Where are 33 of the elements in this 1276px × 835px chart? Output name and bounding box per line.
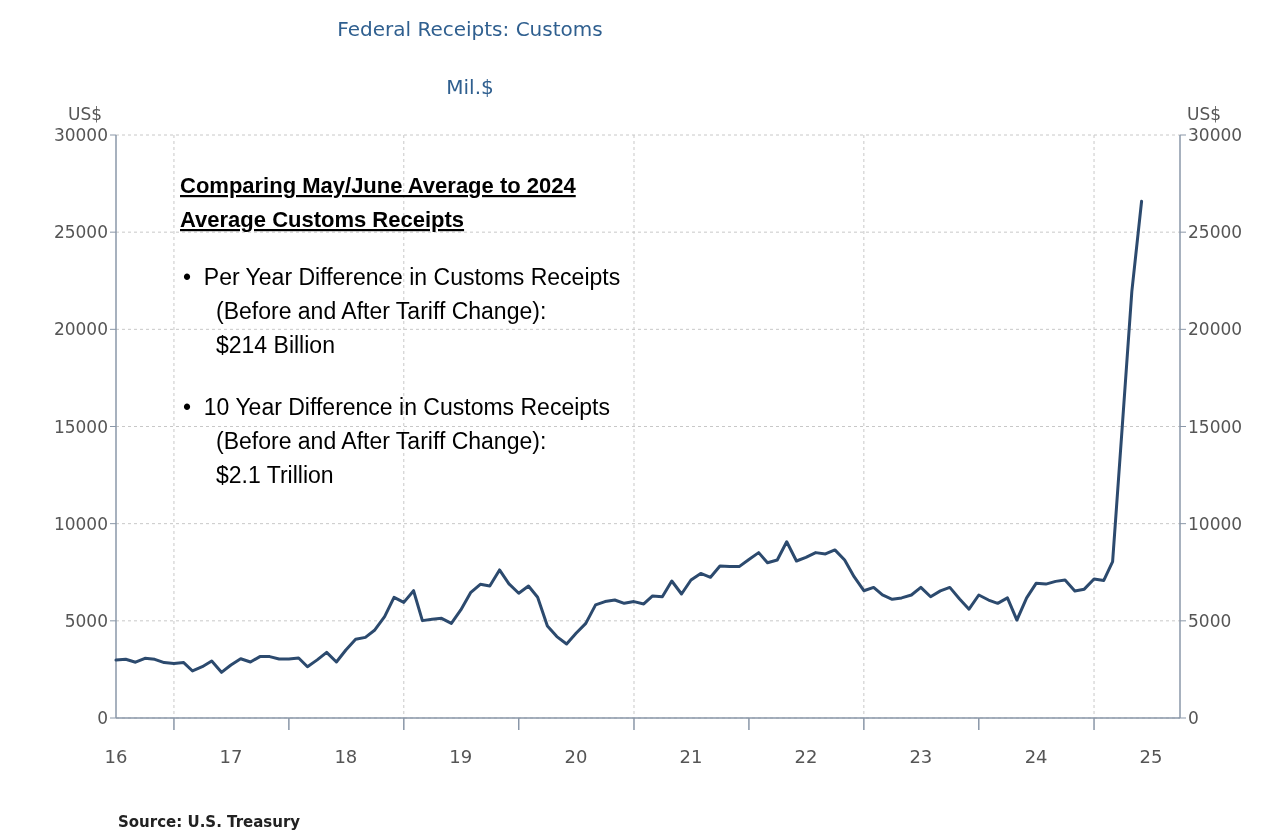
- x-tick-label: 25: [1139, 746, 1163, 767]
- y2-tick-label: 10000: [1188, 513, 1243, 534]
- annotation: Comparing May/June Average to 2024 Average Customs Receipts: [180, 173, 577, 232]
- x-tick-label: 24: [1024, 746, 1048, 767]
- y-tick-label: 25000: [53, 222, 108, 243]
- y-tick-label: 10000: [53, 513, 108, 534]
- x-tick-label: 19: [449, 746, 473, 767]
- y2-tick-label: 25000: [1188, 222, 1243, 243]
- y-tick-label: 30000: [53, 125, 108, 145]
- y2-tick-label: 15000: [1188, 416, 1243, 437]
- y2-tick-label: 20000: [1188, 319, 1243, 340]
- x-tick-label: 18: [334, 746, 358, 767]
- y-tick-label: 15000: [53, 416, 108, 437]
- x-tick-label: 22: [794, 746, 818, 767]
- y2-tick-label: 0: [1188, 708, 1199, 728]
- y-tick-label: 0: [97, 708, 108, 728]
- y2-tick-label: 30000: [1188, 125, 1243, 145]
- x-tick-label: 23: [909, 746, 933, 767]
- chart-subtitle: Mil.$: [446, 75, 494, 99]
- source-note: Source: U.S. Treasury: [118, 813, 301, 831]
- y2-tick-label: 5000: [1188, 610, 1232, 631]
- annotation: • 10 Year Difference in Customs Receipts (Before and After Tariff Change): $2.1 Trillion: [183, 394, 610, 488]
- x-tick-label: 21: [679, 746, 703, 767]
- y-tick-label: 5000: [64, 610, 108, 631]
- y2-axis-title: US$: [1186, 104, 1222, 124]
- x-tick-label: 17: [219, 746, 243, 767]
- x-tick-label: 20: [564, 746, 588, 767]
- line-series: [114, 199, 1144, 674]
- y-tick-label: 20000: [53, 319, 108, 340]
- chart-title: Federal Receipts: Customs: [337, 17, 603, 41]
- x-tick-label: 16: [104, 746, 128, 767]
- annotation: • Per Year Difference in Customs Receipts (Before and After Tariff Change): $214 Billion: [183, 264, 621, 358]
- y-axis-title: US$: [67, 104, 103, 124]
